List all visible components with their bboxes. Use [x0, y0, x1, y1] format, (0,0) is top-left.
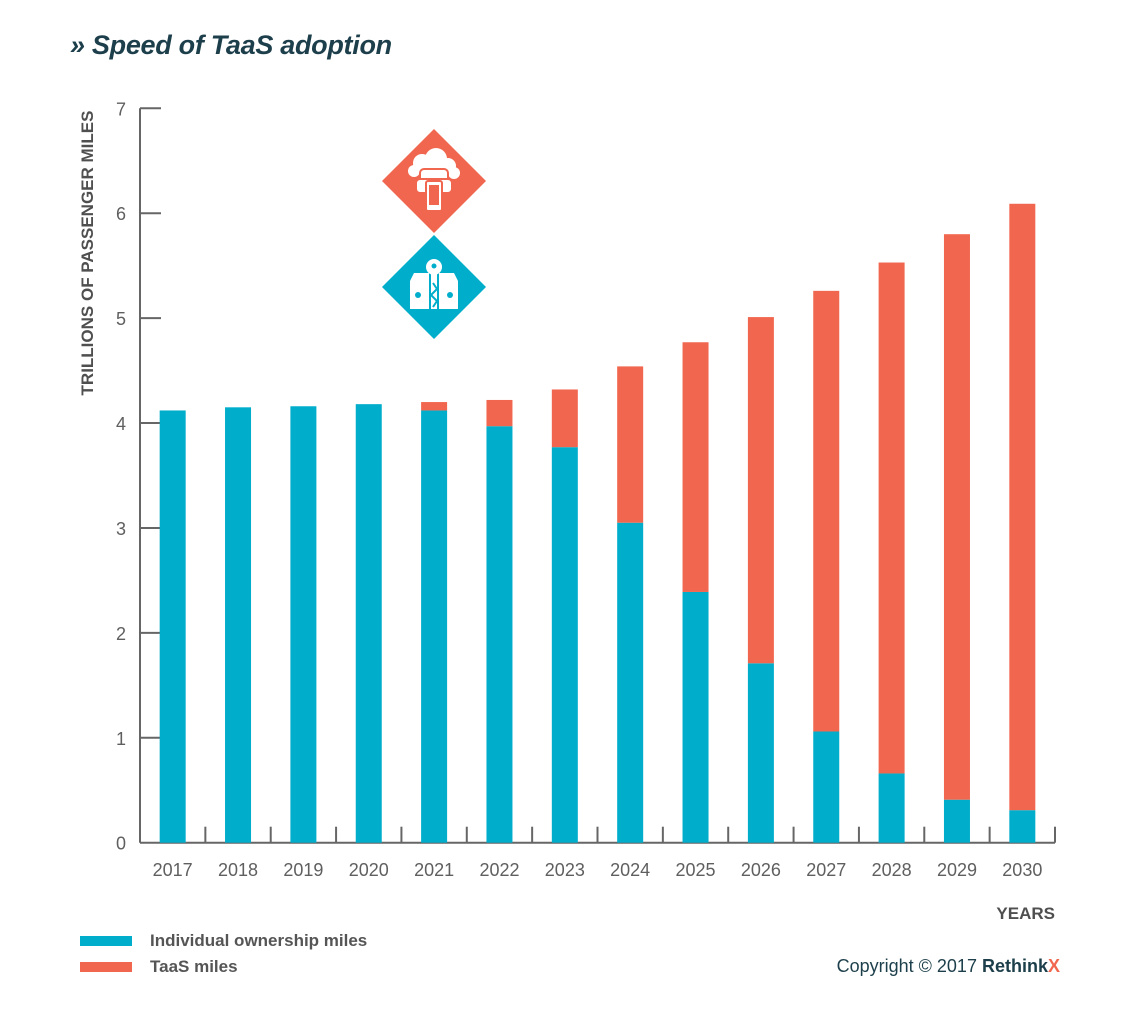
- bar-taas-2025: [682, 342, 709, 592]
- x-tick-label: 2020: [349, 860, 389, 880]
- bar-individual-2024: [617, 522, 644, 843]
- legend-swatch-taas: [80, 962, 132, 972]
- bar-individual-2023: [551, 447, 578, 843]
- bar-individual-2019: [290, 406, 317, 843]
- bar-individual-2027: [813, 731, 840, 843]
- x-tick-label: 2027: [806, 860, 846, 880]
- bar-taas-2022: [486, 399, 513, 427]
- bar-individual-2026: [747, 663, 774, 843]
- bar-individual-2017: [159, 410, 186, 843]
- x-tick-label: 2028: [872, 860, 912, 880]
- bars: [159, 203, 1036, 843]
- bar-taas-2023: [551, 389, 578, 448]
- bar-taas-2027: [813, 290, 840, 732]
- bar-taas-2026: [747, 317, 774, 664]
- y-axis-title: TRILLIONS OF PASSENGER MILES: [78, 111, 97, 396]
- x-tick-label: 2030: [1002, 860, 1042, 880]
- legend-label-individual: Individual ownership miles: [150, 931, 368, 950]
- taas-cloud-car-phone-icon: [382, 129, 486, 233]
- x-tick-label: 2017: [153, 860, 193, 880]
- x-tick-label: 2022: [479, 860, 519, 880]
- legend: Individual ownership miles TaaS miles: [80, 928, 367, 980]
- x-tick-label: 2026: [741, 860, 781, 880]
- x-tick-label: 2019: [283, 860, 323, 880]
- bar-individual-2028: [878, 773, 905, 843]
- bar-individual-2030: [1009, 810, 1036, 843]
- bar-taas-2030: [1009, 203, 1036, 811]
- individual-car-key-icon: [382, 235, 486, 339]
- x-tick-label: 2025: [676, 860, 716, 880]
- y-tick-label: 4: [116, 414, 126, 434]
- bar-individual-2020: [355, 404, 382, 843]
- x-tick-label: 2024: [610, 860, 650, 880]
- y-tick-label: 5: [116, 309, 126, 329]
- bar-taas-2028: [878, 262, 905, 774]
- y-tick-label: 6: [116, 204, 126, 224]
- y-tick-label: 7: [116, 99, 126, 119]
- y-axis: 0 1 2 3 4 5 6 7 TRILLIONS OF PASSENGER MILES: [78, 99, 161, 854]
- y-tick-label: 2: [116, 624, 126, 644]
- x-tick-label: 2021: [414, 860, 454, 880]
- brand-x: X: [1047, 956, 1060, 976]
- bar-taas-2024: [617, 366, 644, 523]
- bar-taas-2029: [943, 234, 970, 800]
- x-tick-label: 2023: [545, 860, 585, 880]
- chart-title: » Speed of TaaS adoption: [70, 30, 392, 60]
- x-axis: 2017 2018 2019 2020 2021 2022 2023 2024 2025 2026…: [140, 826, 1056, 923]
- bar-individual-2022: [486, 426, 513, 843]
- bar-individual-2029: [943, 799, 970, 843]
- bar-individual-2021: [421, 410, 448, 843]
- legend-item-individual: Individual ownership miles: [80, 928, 367, 954]
- legend-item-taas: TaaS miles: [80, 954, 367, 980]
- y-tick-label: 0: [116, 834, 126, 854]
- bar-individual-2018: [225, 407, 252, 843]
- x-axis-title: YEARS: [996, 904, 1055, 923]
- y-tick-label: 3: [116, 519, 126, 539]
- icons: [382, 129, 486, 339]
- copyright: Copyright © 2017 RethinkX: [837, 956, 1060, 977]
- copyright-text: Copyright © 2017: [836, 956, 977, 976]
- legend-label-taas: TaaS miles: [150, 957, 238, 976]
- bar-individual-2025: [682, 591, 709, 843]
- x-tick-label: 2029: [937, 860, 977, 880]
- x-tick-label: 2018: [218, 860, 258, 880]
- y-tick-label: 1: [116, 729, 126, 749]
- brand-name: Rethink: [981, 956, 1048, 976]
- bar-taas-2021: [421, 402, 448, 411]
- legend-swatch-individual: [80, 936, 132, 946]
